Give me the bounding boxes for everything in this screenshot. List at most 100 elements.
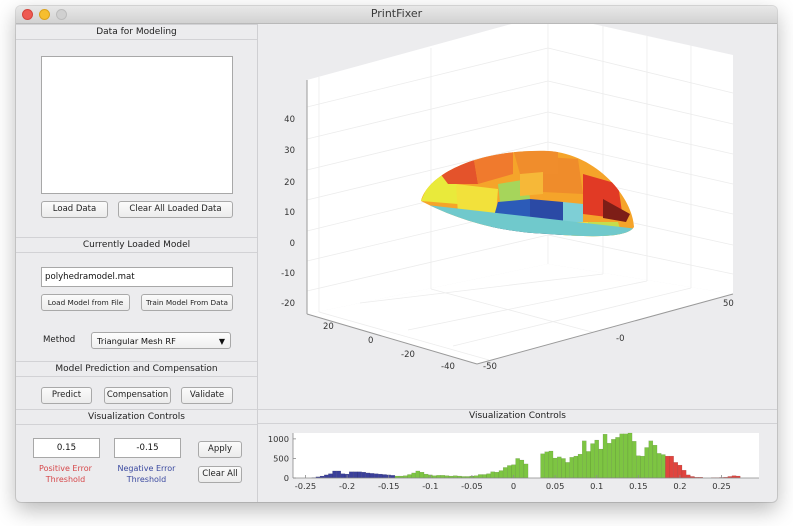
histogram-bar xyxy=(519,459,525,479)
app-window: PrintFixer Data for Modeling Load Data C… xyxy=(16,6,777,502)
maximize-window-button[interactable] xyxy=(56,9,67,20)
histogram-bar xyxy=(598,448,604,479)
left-control-panel: Data for Modeling Load Data Clear All Lo… xyxy=(16,24,258,502)
positive-threshold-label-line1: Positive Error xyxy=(39,464,92,473)
positive-threshold-label-line2: Threshold xyxy=(45,475,86,484)
histogram-bar xyxy=(640,455,645,479)
clear-all-button[interactable]: Clear All xyxy=(198,466,242,483)
svg-text:10: 10 xyxy=(284,208,295,218)
minimize-window-button[interactable] xyxy=(39,9,50,20)
histogram-bar xyxy=(478,474,483,479)
histogram-bar xyxy=(540,453,545,479)
histogram-bar xyxy=(440,475,446,479)
negative-threshold-label-line1: Negative Error xyxy=(117,464,176,473)
histogram-bar xyxy=(615,437,620,479)
svg-text:-0.1: -0.1 xyxy=(422,481,438,491)
y-axis-ticks: 20 0 -20 -40 xyxy=(323,322,455,372)
svg-text:500: 500 xyxy=(273,453,289,463)
svg-text:-20: -20 xyxy=(401,350,415,360)
histogram-bar xyxy=(669,455,674,479)
positive-threshold-input[interactable]: 0.15 xyxy=(33,438,100,458)
histogram-bar xyxy=(411,472,416,479)
svg-text:-0.2: -0.2 xyxy=(339,481,355,491)
histogram-bar xyxy=(602,434,608,479)
svg-text:0: 0 xyxy=(511,481,516,491)
section-header-data: Data for Modeling xyxy=(16,24,257,40)
histogram-bar xyxy=(652,444,658,479)
error-histogram-chart[interactable]: 1000 500 0 -0.25 -0.2 -0.15 -0.1 -0.05 0 0.05 0.1… xyxy=(258,423,777,502)
svg-text:20: 20 xyxy=(323,322,334,332)
compensation-button[interactable]: Compensation xyxy=(104,387,171,404)
apply-button[interactable]: Apply xyxy=(198,441,242,458)
histogram-bar xyxy=(373,473,379,479)
method-label: Method xyxy=(43,335,76,345)
histogram-bar xyxy=(619,433,624,479)
svg-text:30: 30 xyxy=(284,146,295,156)
histogram-bar xyxy=(644,447,649,479)
histogram-bar xyxy=(407,474,412,479)
histogram-bar xyxy=(332,470,337,479)
histogram-bar xyxy=(577,453,583,479)
svg-text:0.15: 0.15 xyxy=(629,481,647,491)
histogram-bar xyxy=(436,475,441,479)
histogram-bar xyxy=(378,473,383,479)
histogram-bar xyxy=(361,471,366,479)
histogram-bar xyxy=(636,455,641,479)
svg-text:1000: 1000 xyxy=(268,434,289,444)
histogram-bar xyxy=(486,473,491,479)
validate-button[interactable]: Validate xyxy=(181,387,233,404)
axes-lines xyxy=(306,80,734,365)
title-bar: PrintFixer xyxy=(16,6,777,24)
histogram-bar xyxy=(686,474,691,479)
histogram-bar xyxy=(561,458,566,479)
svg-text:40: 40 xyxy=(284,115,295,125)
histogram-bar xyxy=(565,462,570,479)
x-axis-ticks: -50 -0 50 xyxy=(483,299,734,372)
predict-button[interactable]: Predict xyxy=(41,387,92,404)
histogram-bar xyxy=(382,474,387,479)
train-model-from-data-button[interactable]: Train Model From Data xyxy=(141,294,233,311)
right-visualization-panel: 40 30 20 10 0 -10 -20 20 0 -20 -40 -50 -… xyxy=(258,24,777,502)
method-select[interactable]: Triangular Mesh RF ▼ xyxy=(91,332,231,349)
close-window-button[interactable] xyxy=(22,9,33,20)
histogram-bar xyxy=(594,439,599,479)
histogram-bar xyxy=(590,443,595,479)
histogram-bar xyxy=(681,470,687,479)
histogram-bar xyxy=(423,473,429,479)
svg-text:0.05: 0.05 xyxy=(546,481,564,491)
histogram-bar xyxy=(365,472,371,479)
histogram-bar xyxy=(523,463,529,479)
histogram-bar xyxy=(415,470,421,479)
svg-text:0.25: 0.25 xyxy=(712,481,730,491)
svg-text:0.1: 0.1 xyxy=(590,481,603,491)
histogram-bar xyxy=(606,443,612,479)
histogram-bar xyxy=(611,439,616,479)
clear-all-loaded-data-button[interactable]: Clear All Loaded Data xyxy=(118,201,233,218)
model-file-field[interactable]: polyhedramodel.mat xyxy=(41,267,233,287)
histogram-bar xyxy=(490,471,495,479)
load-model-from-file-button[interactable]: Load Model from File xyxy=(41,294,130,311)
histogram-y-ticks: 1000 500 0 xyxy=(268,434,296,483)
histogram-bar xyxy=(515,458,520,479)
svg-text:-0.15: -0.15 xyxy=(378,481,399,491)
histogram-bar xyxy=(573,455,579,479)
3d-surface-plot[interactable]: 40 30 20 10 0 -10 -20 20 0 -20 -40 -50 -… xyxy=(258,24,777,410)
histogram-bar xyxy=(656,453,662,479)
z-axis-ticks: 40 30 20 10 0 -10 -20 xyxy=(281,115,295,309)
svg-text:-40: -40 xyxy=(441,362,455,372)
histogram-bar xyxy=(661,454,666,479)
svg-text:20: 20 xyxy=(284,178,295,188)
svg-text:-0: -0 xyxy=(616,334,624,344)
histogram-bar xyxy=(569,457,574,479)
negative-threshold-input[interactable]: -0.15 xyxy=(114,438,181,458)
load-data-button[interactable]: Load Data xyxy=(41,201,108,218)
histogram-bar xyxy=(623,433,629,479)
positive-threshold-label: Positive Error Threshold xyxy=(28,463,103,485)
section-header-visualization: Visualization Controls xyxy=(16,409,257,425)
loaded-data-listbox[interactable] xyxy=(41,56,233,194)
chevron-down-icon: ▼ xyxy=(218,337,225,346)
svg-text:0: 0 xyxy=(290,239,295,249)
svg-text:-0.25: -0.25 xyxy=(295,481,316,491)
histogram-bar xyxy=(390,475,396,479)
histogram-bar xyxy=(582,440,587,479)
